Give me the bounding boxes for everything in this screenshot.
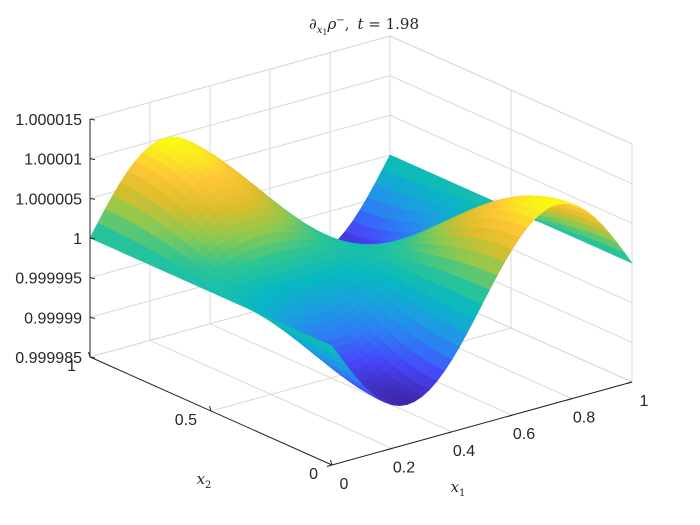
x1-tick-label: 0.6 [513,426,535,443]
z-tick-mark [89,356,96,359]
z-tick-label: 0.999985 [15,350,82,367]
title-sup: − [336,15,344,26]
side-top-edge [389,35,633,145]
title-comma: , [345,15,350,33]
x1-tick-label: 1 [640,393,649,410]
z-tick-mark [89,118,96,121]
tick-labels: 00.20.40.60.8100.510.9999850.999990.9999… [15,112,648,493]
x1-tick-mark [566,398,573,401]
x1-tick-mark [626,381,633,384]
x1-tick-label: 0.2 [393,459,415,476]
z-tick-label: 0.99999 [24,310,82,327]
z-tick-label: 1.000015 [15,112,82,129]
x1-tick-mark [326,464,333,467]
x1-tick-label: 0.8 [573,410,595,427]
x1-tick-mark [506,414,513,418]
x2-tick-label: 0.5 [175,412,197,429]
x1-tick-label: 0 [340,476,349,493]
x2-tick-label: 0 [309,466,318,483]
title-partial-symbol: ∂ [309,15,317,33]
x2-tick-mark [209,405,212,412]
x2-tick-label: 1 [67,358,76,375]
title-t-var: t [357,15,364,33]
z-tick-label: 1.000005 [15,191,82,208]
z-tick-mark [89,237,96,240]
surface-mesh [89,136,633,406]
title-t-value: = 1.98 [364,15,420,33]
back-top-edge [89,35,391,120]
x2-tick-mark [88,351,91,358]
x1-tick-mark [446,431,453,434]
x2-axis-label: x2 [197,470,212,491]
z-grid-back-6 [89,35,633,145]
title-rho: ρ [326,15,336,33]
surface-cell [325,342,341,358]
chart-title: ∂x1ρ−, t = 1.98 [309,15,419,37]
title-sub-var: x [317,25,323,36]
x1-tick-label: 0.4 [453,443,475,460]
z-tick-mark [89,158,96,161]
x1-axis-label: x1 [451,478,466,499]
x2-tick-mark [330,459,333,466]
z-tick-label: 1 [73,231,82,248]
z-tick-mark [89,197,96,200]
z-tick-label: 0.999995 [15,271,82,288]
x1-tick-mark [386,447,393,451]
x2-grid-1 [210,90,512,412]
title-sub-idx: 1 [322,28,327,37]
z-tick-mark [89,316,96,319]
z-tick-label: 1.00001 [24,152,82,169]
x1-axis-line [331,381,633,466]
z-tick-mark [89,277,96,280]
